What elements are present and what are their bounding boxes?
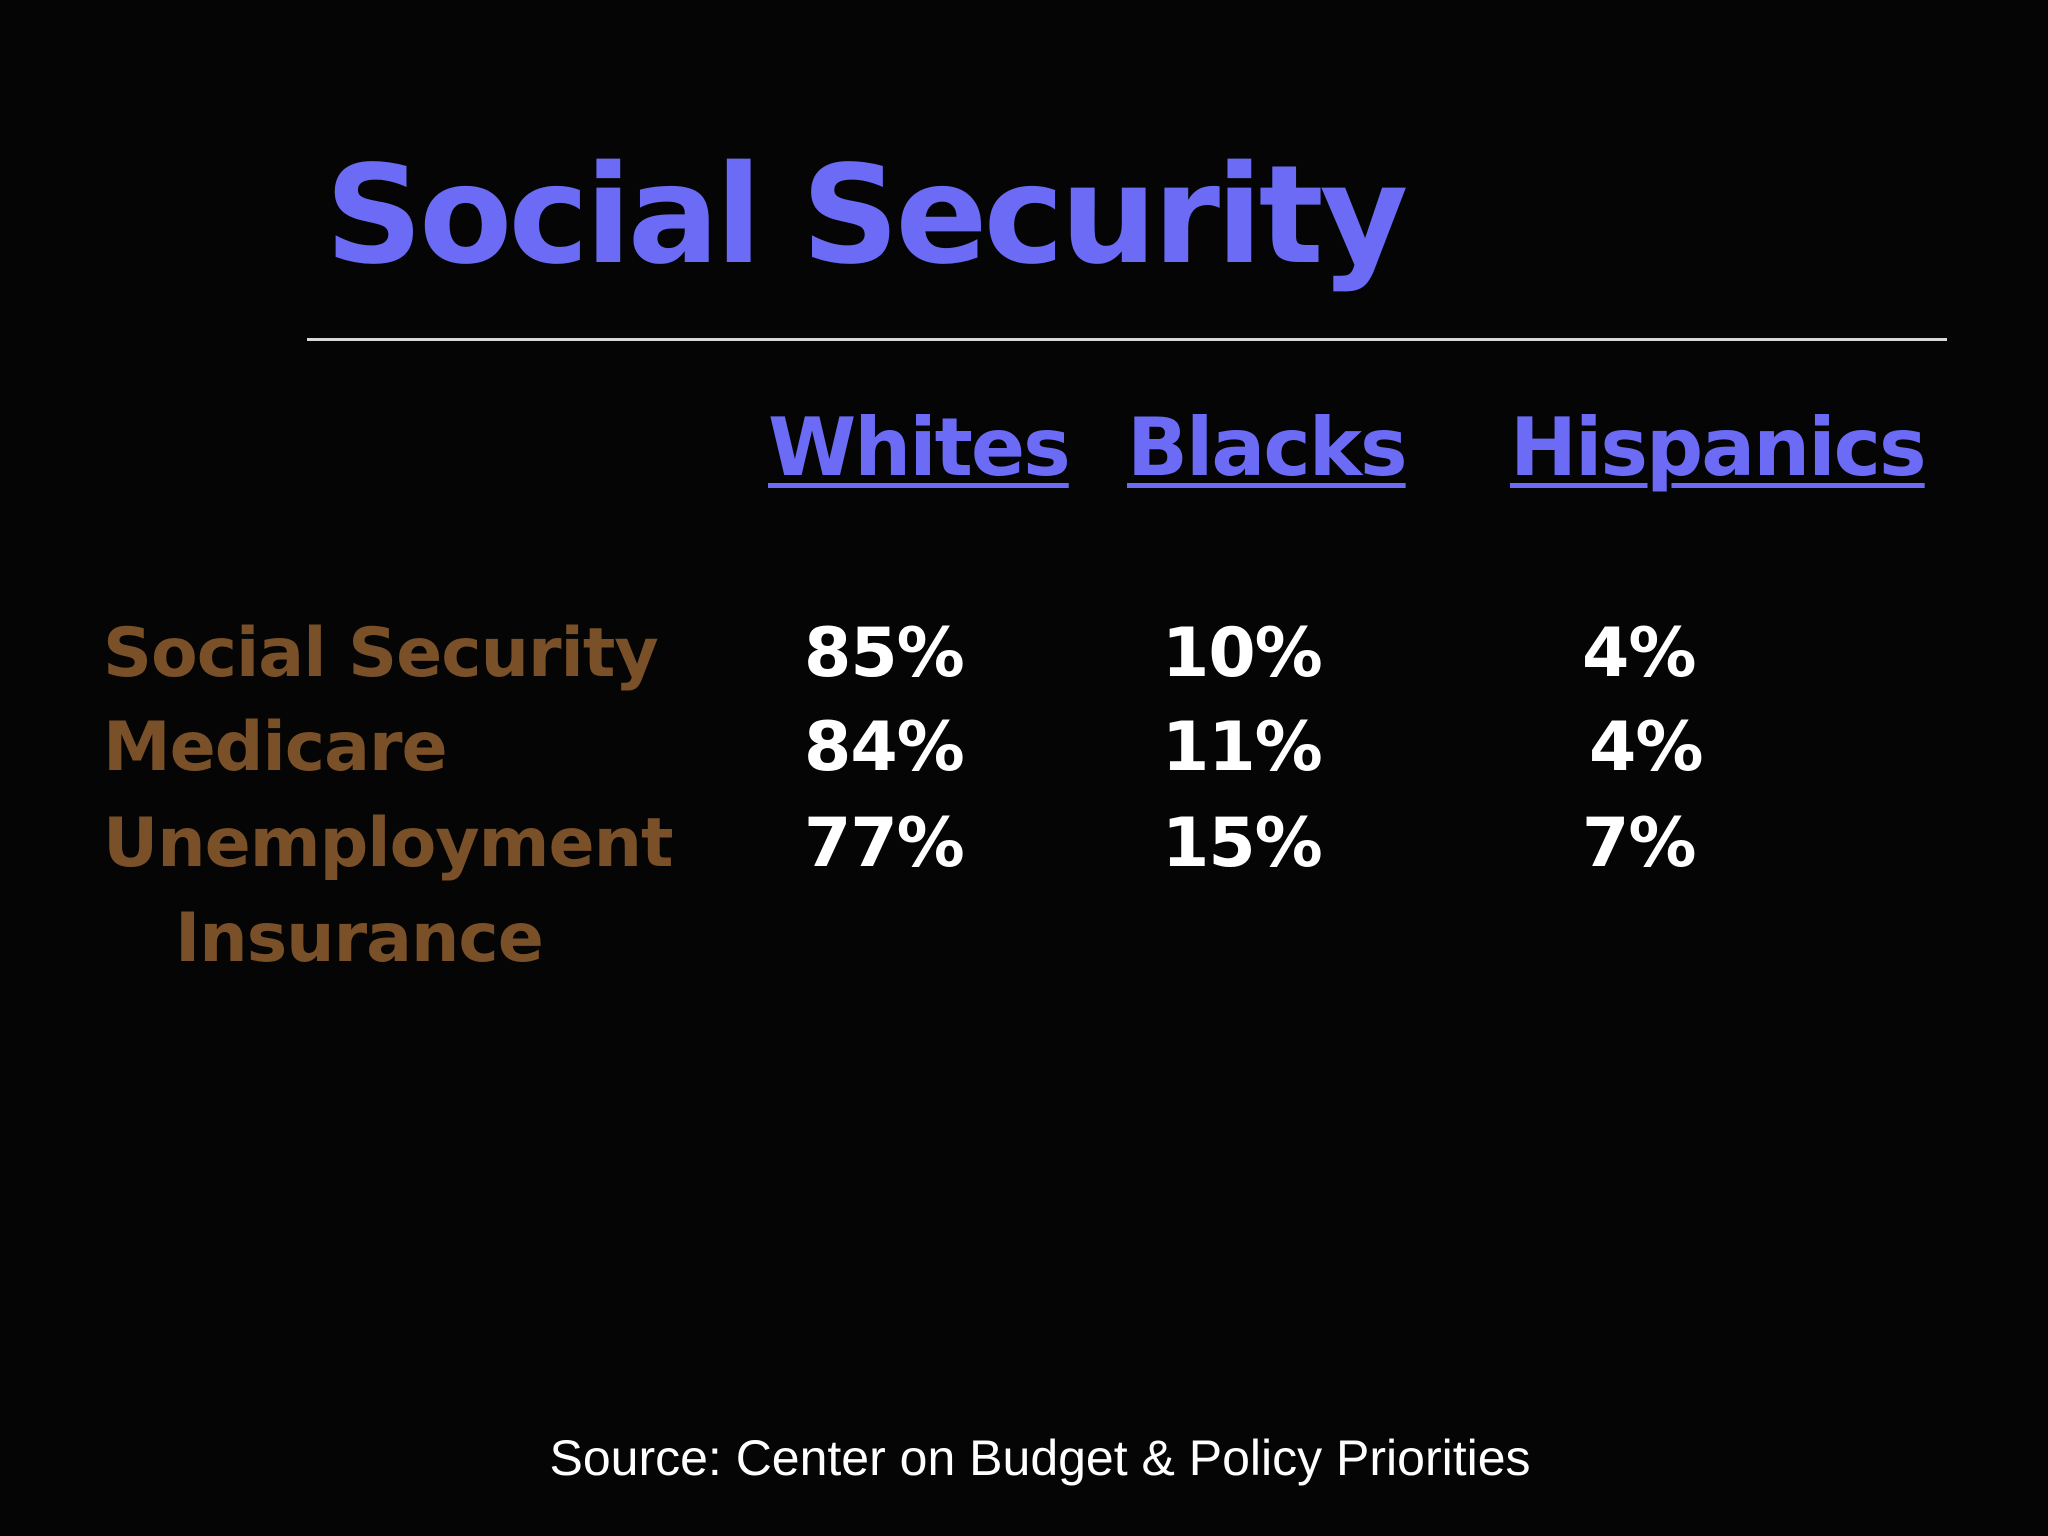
value-unemployment-hispanics: 7% bbox=[1582, 804, 1696, 883]
source-note: Source: Center on Budget & Policy Priori… bbox=[549, 1430, 1531, 1486]
row-label-unemployment-line2: Insurance bbox=[175, 899, 544, 978]
value-social-security-hispanics: 4% bbox=[1582, 614, 1696, 693]
row-label-unemployment-insurance: Unemployment Insurance bbox=[103, 810, 674, 978]
value-social-security-whites: 85% bbox=[804, 614, 965, 693]
value-medicare-hispanics: 4% bbox=[1589, 708, 1703, 787]
row-label-social-security: Social Security bbox=[103, 614, 659, 693]
value-medicare-blacks: 11% bbox=[1162, 708, 1323, 787]
row-label-unemployment-line1: Unemployment bbox=[103, 804, 674, 883]
column-header-whites: Whites bbox=[768, 401, 1071, 494]
slide-title: Social Security bbox=[325, 137, 1408, 295]
title-divider bbox=[307, 338, 1947, 341]
value-unemployment-whites: 77% bbox=[804, 804, 965, 883]
column-header-blacks: Blacks bbox=[1127, 401, 1408, 494]
column-header-hispanics: Hispanics bbox=[1510, 401, 1927, 494]
value-unemployment-blacks: 15% bbox=[1162, 804, 1323, 883]
value-medicare-whites: 84% bbox=[804, 708, 965, 787]
row-label-medicare: Medicare bbox=[103, 708, 448, 787]
value-social-security-blacks: 10% bbox=[1162, 614, 1323, 693]
